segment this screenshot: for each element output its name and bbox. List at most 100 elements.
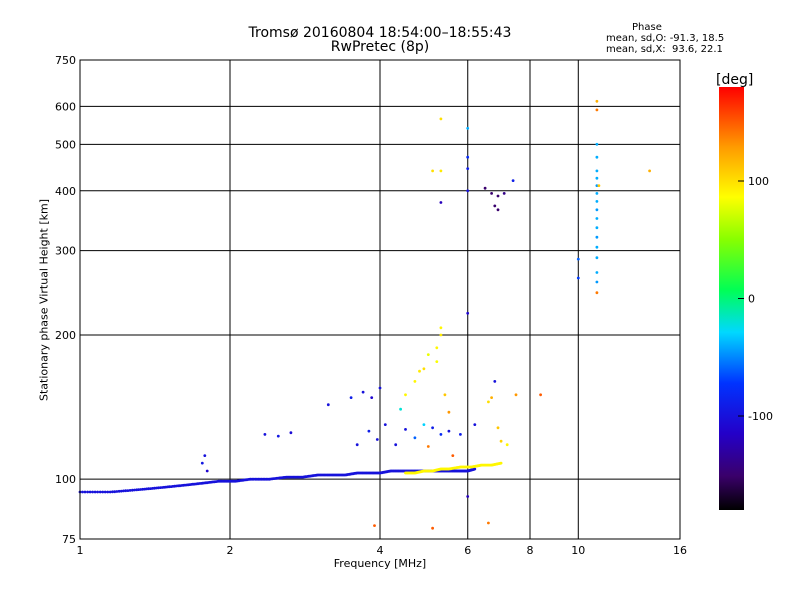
y-tick-label: 750	[55, 54, 76, 67]
x-axis-label: Frequency [MHz]	[333, 557, 427, 570]
echo-point	[426, 445, 430, 448]
echo-point	[466, 167, 470, 171]
echo-point	[502, 192, 506, 195]
echo-point	[200, 461, 204, 465]
echo-point	[378, 386, 382, 390]
echo-point	[595, 256, 599, 260]
echo-point	[418, 369, 421, 373]
y-tick-label: 500	[55, 138, 76, 151]
grid	[80, 60, 680, 539]
echo-point	[439, 169, 443, 173]
o-trace-point	[126, 489, 130, 492]
echo-point	[459, 433, 462, 436]
echo-point	[539, 393, 542, 397]
o-trace-point	[147, 487, 151, 491]
echo-point	[451, 454, 455, 457]
echo-point	[413, 436, 417, 440]
echo-point	[349, 396, 353, 399]
echo-point	[413, 380, 417, 383]
o-trace-point	[137, 488, 141, 491]
x-tick-label: 16	[673, 544, 687, 557]
echo-point	[326, 403, 330, 407]
echo-point	[399, 407, 402, 411]
data-points	[78, 99, 651, 530]
echo-point	[426, 353, 430, 356]
o-trace-point	[119, 489, 123, 493]
x-tick-label: 1	[77, 544, 84, 557]
chart-title: Tromsø 20160804 18:54:00–18:55:43	[248, 25, 512, 41]
echo-point	[595, 280, 599, 284]
echo-point	[439, 326, 443, 330]
o-trace-point	[473, 467, 477, 471]
echo-point	[447, 429, 451, 433]
echo-point	[514, 393, 518, 397]
echo-point	[404, 393, 407, 397]
chart-subtitle: RwPretec (8p)	[330, 39, 430, 55]
echo-point	[595, 192, 599, 195]
echo-point	[383, 423, 387, 426]
o-trace-point	[115, 490, 119, 493]
y-tick-label: 400	[55, 185, 76, 198]
echo-point	[487, 400, 490, 404]
echo-point	[439, 201, 443, 204]
o-trace-point	[83, 490, 87, 494]
colorbar-tick-label: -100	[748, 410, 773, 423]
echo-point	[466, 155, 470, 159]
echo-point	[490, 192, 493, 195]
echo-point	[595, 208, 599, 212]
echo-point	[595, 169, 599, 173]
o-trace-point	[113, 490, 117, 494]
o-trace-point	[111, 490, 114, 494]
echo-point	[367, 429, 371, 433]
echo-point	[595, 184, 599, 188]
echo-point	[373, 524, 376, 527]
echo-point	[595, 271, 599, 274]
echo-point	[595, 200, 599, 203]
plot-frame	[79, 59, 681, 540]
o-trace-point	[122, 489, 125, 493]
echo-point	[595, 142, 599, 146]
echo-point	[276, 434, 280, 438]
echo-point	[595, 235, 599, 239]
o-trace-point	[81, 490, 84, 494]
x-trace-point	[499, 461, 503, 465]
echo-point	[289, 431, 293, 435]
echo-point	[493, 380, 497, 383]
echo-point	[496, 208, 500, 212]
echo-point	[493, 204, 497, 208]
echo-point	[447, 410, 451, 414]
y-tick-label: 100	[55, 473, 76, 486]
y-tick-label: 200	[55, 329, 76, 342]
colorbar-tick-label: 0	[748, 293, 755, 306]
colorbar-label: [deg]	[716, 72, 753, 88]
colorbar-ticks: 100 0 -100	[738, 175, 773, 423]
echo-point	[595, 155, 599, 159]
echo-point	[576, 276, 580, 280]
echo-point	[205, 469, 209, 473]
echo-point	[466, 311, 470, 315]
echo-point	[466, 126, 470, 130]
echo-point	[490, 396, 493, 399]
echo-point	[422, 367, 426, 371]
o-trace-point	[88, 490, 92, 494]
echo-point	[203, 454, 207, 457]
echo-point	[439, 333, 443, 337]
echo-point	[496, 426, 500, 430]
echo-point	[595, 176, 599, 180]
echo-point	[595, 99, 599, 103]
echo-point	[435, 360, 439, 363]
echo-point	[496, 194, 500, 198]
echo-point	[355, 443, 359, 447]
echo-point	[505, 443, 509, 447]
o-trace-point	[86, 490, 89, 494]
echo-point	[439, 433, 443, 436]
o-trace-point	[91, 490, 94, 494]
echo-point	[595, 291, 599, 295]
echo-point	[466, 189, 470, 193]
x-tick-label: 4	[377, 544, 384, 557]
o-trace-point	[96, 490, 99, 494]
echo-point	[443, 393, 447, 397]
o-trace-point	[124, 489, 128, 493]
echo-point	[431, 526, 434, 530]
y-tick-label: 300	[55, 245, 76, 258]
